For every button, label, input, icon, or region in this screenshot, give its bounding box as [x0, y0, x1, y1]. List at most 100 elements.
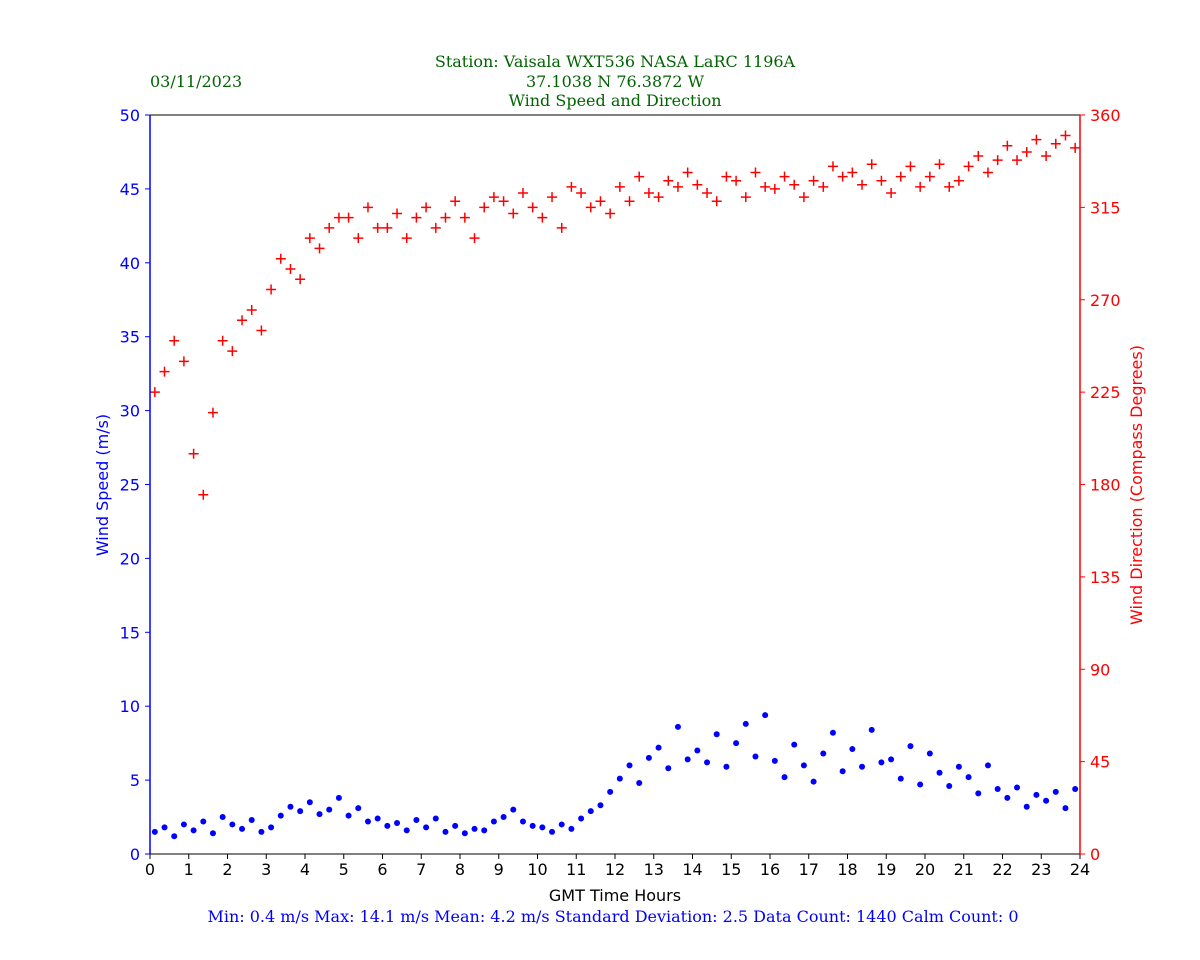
speed-point [403, 827, 410, 834]
speed-point [558, 821, 565, 828]
speed-point [1004, 794, 1011, 801]
speed-point [306, 799, 313, 806]
direction-point [634, 171, 645, 182]
direction-point [169, 335, 180, 346]
direction-point [537, 212, 548, 223]
station-title: Station: Vaisala WXT536 NASA LaRC 1196A [435, 52, 796, 71]
speed-point [1023, 803, 1030, 810]
direction-point [1021, 146, 1032, 157]
y-tick-label: 15 [120, 623, 140, 642]
speed-point [684, 756, 691, 763]
direction-point [207, 407, 218, 418]
speed-point [791, 741, 798, 748]
direction-point [789, 179, 800, 190]
stats-footer: Min: 0.4 m/s Max: 14.1 m/s Mean: 4.2 m/s… [207, 907, 1018, 926]
speed-point [500, 814, 507, 821]
speed-point [1062, 805, 1069, 812]
y-axis-label: Wind Speed (m/s) [93, 414, 112, 556]
direction-point [1070, 142, 1081, 153]
direction-point [876, 175, 887, 186]
direction-point [324, 222, 335, 233]
y2-tick-label: 0 [1090, 845, 1100, 864]
speed-point [946, 783, 953, 790]
x-tick-label: 18 [837, 860, 857, 879]
speed-point [694, 747, 701, 754]
speed-point [355, 805, 362, 812]
direction-point [982, 167, 993, 178]
plot-frame [149, 114, 1081, 855]
direction-point [362, 202, 373, 213]
direction-point [401, 233, 412, 244]
speed-point [655, 744, 662, 751]
x-tick-label: 15 [721, 860, 741, 879]
direction-point [459, 212, 470, 223]
speed-point [277, 812, 284, 819]
x-tick-label: 21 [954, 860, 974, 879]
y-tick-label: 35 [120, 328, 140, 347]
x-tick-label: 1 [184, 860, 194, 879]
direction-point [857, 179, 868, 190]
speed-point [364, 818, 371, 825]
x-tick-label: 23 [1031, 860, 1051, 879]
direction-point [711, 196, 722, 207]
y2-axis-label: Wind Direction (Compass Degrees) [1127, 345, 1146, 625]
direction-point [246, 305, 257, 316]
speed-point [180, 821, 187, 828]
direction-point [411, 212, 422, 223]
direction-point [527, 202, 538, 213]
speed-point [239, 825, 246, 832]
direction-point [285, 263, 296, 274]
speed-point [616, 775, 623, 782]
speed-point [568, 825, 575, 832]
speed-point [800, 762, 807, 769]
date-label: 03/11/2023 [150, 72, 242, 91]
direction-point [556, 222, 567, 233]
x-tick-label: 24 [1070, 860, 1090, 879]
speed-point [394, 819, 401, 826]
direction-point [682, 167, 693, 178]
direction-point [585, 202, 596, 213]
direction-point [149, 387, 160, 398]
direction-point [808, 175, 819, 186]
direction-point [304, 233, 315, 244]
speed-point [1072, 785, 1079, 792]
x-tick-label: 11 [566, 860, 586, 879]
direction-point [731, 175, 742, 186]
direction-point [895, 171, 906, 182]
direction-point [508, 208, 519, 219]
x-tick-label: 8 [455, 860, 465, 879]
direction-point [886, 188, 897, 199]
x-tick-label: 14 [682, 860, 702, 879]
speed-point [529, 822, 536, 829]
direction-point [963, 161, 974, 172]
speed-point [597, 802, 604, 809]
x-tick-label: 17 [799, 860, 819, 879]
x-tick-label: 0 [145, 860, 155, 879]
direction-point [188, 448, 199, 459]
speed-point [345, 812, 352, 819]
chart-title: Wind Speed and Direction [508, 91, 721, 110]
speed-point [888, 756, 895, 763]
speed-point [665, 765, 672, 772]
direction-point [372, 222, 383, 233]
speed-point [1052, 788, 1059, 795]
direction-point [721, 171, 732, 182]
direction-point [469, 233, 480, 244]
y-tick-label: 20 [120, 549, 140, 568]
direction-point [488, 192, 499, 203]
speed-point [849, 746, 856, 753]
speed-point [432, 815, 439, 822]
direction-point [818, 181, 829, 192]
direction-point [827, 161, 838, 172]
speed-point [897, 775, 904, 782]
speed-point [1033, 791, 1040, 798]
y-tick-label: 0 [130, 845, 140, 864]
speed-point [209, 830, 216, 837]
direction-point [1012, 155, 1023, 166]
y-tick-label: 25 [120, 476, 140, 495]
direction-point [256, 325, 267, 336]
speed-point [519, 818, 526, 825]
direction-point [992, 155, 1003, 166]
speed-point [297, 808, 304, 815]
speed-point [171, 833, 178, 840]
